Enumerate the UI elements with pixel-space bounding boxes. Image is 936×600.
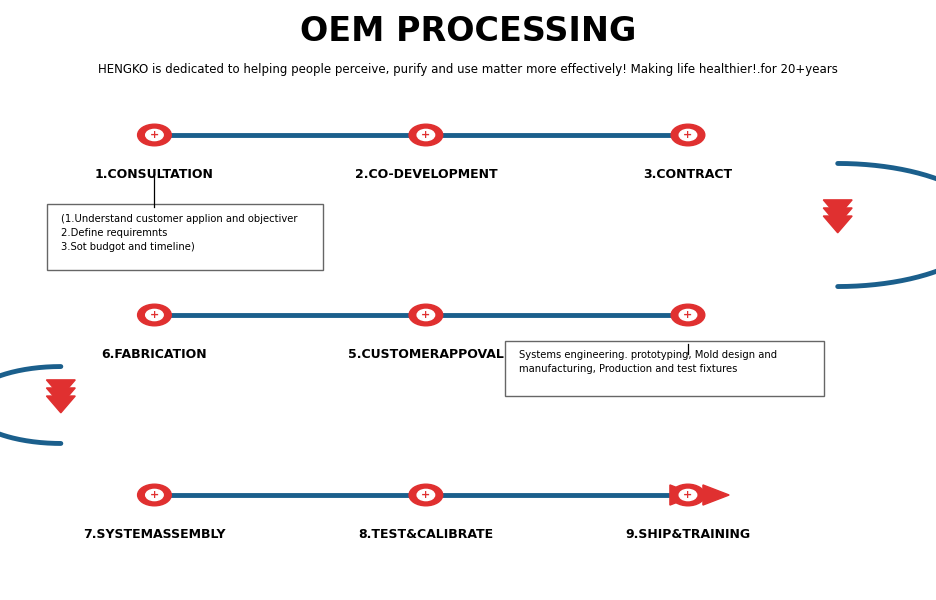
Text: +: + (683, 130, 693, 140)
Circle shape (417, 130, 434, 140)
Text: +: + (150, 310, 159, 320)
Polygon shape (824, 216, 852, 233)
Text: 9.SHIP&TRAINING: 9.SHIP&TRAINING (625, 528, 751, 541)
Circle shape (680, 490, 696, 500)
Text: +: + (421, 130, 431, 140)
Circle shape (671, 484, 705, 506)
Circle shape (409, 484, 443, 506)
Circle shape (146, 490, 163, 500)
Polygon shape (686, 485, 712, 505)
Text: 5.CUSTOMERAPPOVAL: 5.CUSTOMERAPPOVAL (348, 348, 504, 361)
Polygon shape (703, 485, 729, 505)
Polygon shape (824, 200, 852, 217)
Text: +: + (421, 490, 431, 500)
Text: +: + (683, 310, 693, 320)
Circle shape (138, 304, 171, 326)
Polygon shape (47, 380, 75, 397)
Text: 2.CO-DEVELOPMENT: 2.CO-DEVELOPMENT (355, 168, 497, 181)
Circle shape (680, 130, 696, 140)
Text: 3.CONTRACT: 3.CONTRACT (643, 168, 733, 181)
Text: Systems engineering. prototyping, Mold design and
manufacturing, Production and : Systems engineering. prototyping, Mold d… (519, 350, 778, 374)
FancyBboxPatch shape (47, 204, 323, 270)
Circle shape (138, 124, 171, 146)
Polygon shape (47, 396, 75, 413)
Text: +: + (150, 490, 159, 500)
Circle shape (417, 490, 434, 500)
Text: +: + (421, 310, 431, 320)
Circle shape (671, 304, 705, 326)
Text: 6.FABRICATION: 6.FABRICATION (102, 348, 207, 361)
Text: 4.DESIGN&DEVELOPMENT: 4.DESIGN&DEVELOPMENT (597, 348, 779, 361)
Circle shape (680, 310, 696, 320)
Text: +: + (683, 490, 693, 500)
Text: +: + (150, 130, 159, 140)
Circle shape (409, 124, 443, 146)
Polygon shape (47, 388, 75, 405)
Circle shape (409, 304, 443, 326)
Polygon shape (824, 208, 852, 225)
Circle shape (671, 124, 705, 146)
Circle shape (146, 310, 163, 320)
Text: (1.Understand customer applion and objectiver
2.Define requiremnts
3.Sot budgot : (1.Understand customer applion and objec… (61, 214, 298, 252)
Circle shape (146, 130, 163, 140)
Text: OEM PROCESSING: OEM PROCESSING (300, 15, 636, 48)
Circle shape (138, 484, 171, 506)
Text: 7.SYSTEMASSEMBLY: 7.SYSTEMASSEMBLY (83, 528, 226, 541)
Circle shape (417, 310, 434, 320)
Text: 1.CONSULTATION: 1.CONSULTATION (95, 168, 214, 181)
FancyBboxPatch shape (505, 341, 824, 396)
Text: HENGKO is dedicated to helping people perceive, purify and use matter more effec: HENGKO is dedicated to helping people pe… (98, 63, 838, 76)
Text: 8.TEST&CALIBRATE: 8.TEST&CALIBRATE (358, 528, 493, 541)
Polygon shape (670, 485, 696, 505)
